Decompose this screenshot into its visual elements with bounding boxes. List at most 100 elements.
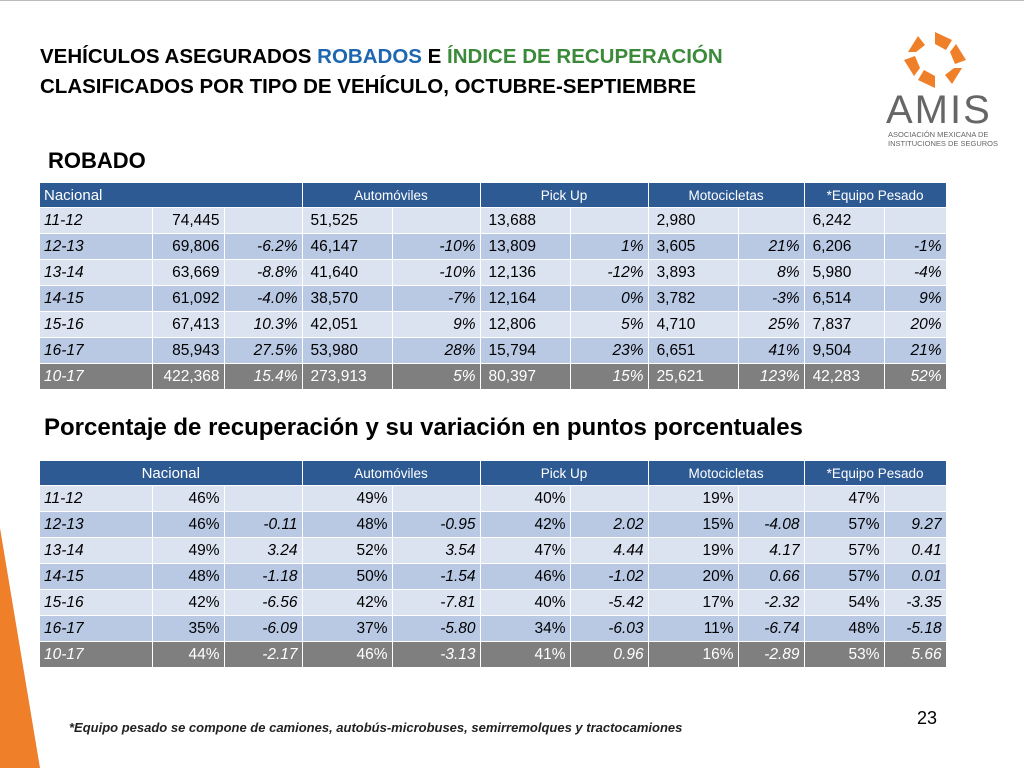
nacional-value: 46% [152, 485, 225, 512]
period-cell: 11-12 [40, 207, 153, 234]
eq-value: 6,242 [804, 207, 885, 234]
amis-logo-icon [904, 32, 966, 88]
eq-value: 47% [804, 485, 885, 512]
aut-value: 273,913 [302, 363, 393, 390]
nacional-variation: 10.3% [224, 311, 303, 338]
moto-value: 15% [648, 511, 739, 538]
moto-value: 16% [648, 641, 739, 668]
aut-variation: -10% [392, 233, 481, 260]
recuperacion-header-row: Nacional Automóviles Pick Up Motocicletas *E… [40, 461, 947, 486]
pick-value: 13,688 [480, 207, 571, 234]
pick-variation: 15% [570, 363, 649, 390]
aut-variation: -3.13 [392, 641, 481, 668]
footnote: *Equipo pesado se compone de camiones, a… [69, 720, 683, 735]
table-row: 16-17 35% -6.09 37% -5.80 34% -6.03 11% -6.74 48%… [40, 615, 947, 642]
recuperacion-header-col-2: Pick Up [480, 461, 649, 486]
title-robados: ROBADOS [317, 45, 422, 68]
table-row: 16-17 85,943 27.5% 53,980 28% 15,794 23% 6,651 4… [40, 337, 947, 364]
moto-variation: 4.17 [738, 537, 805, 564]
eq-value: 6,514 [804, 285, 885, 312]
aut-variation: -0.95 [392, 511, 481, 538]
pick-variation: 23% [570, 337, 649, 364]
nacional-value: 42% [152, 589, 225, 616]
robado-header-col-3: Motocicletas [648, 183, 805, 208]
moto-value: 25,621 [648, 363, 739, 390]
nacional-value: 44% [152, 641, 225, 668]
slide-top-border [0, 0, 1024, 1]
aut-value: 42,051 [302, 311, 393, 338]
pick-value: 47% [480, 537, 571, 564]
aut-variation: 3.54 [392, 537, 481, 564]
period-cell: 12-13 [40, 511, 153, 538]
recuperacion-table: Nacional Automóviles Pick Up Motocicletas *E… [40, 461, 947, 668]
nacional-value: 49% [152, 537, 225, 564]
table-row: 14-15 61,092 -4.0% 38,570 -7% 12,164 0% 3,782 -3… [40, 285, 947, 312]
aut-variation [392, 207, 481, 234]
nacional-variation: 27.5% [224, 337, 303, 364]
moto-value: 20% [648, 563, 739, 590]
aut-value: 49% [302, 485, 393, 512]
pick-value: 15,794 [480, 337, 571, 364]
moto-value: 4,710 [648, 311, 739, 338]
period-cell: 13-14 [40, 259, 153, 286]
moto-variation: -6.74 [738, 615, 805, 642]
pick-variation [570, 485, 649, 512]
pick-value: 80,397 [480, 363, 571, 390]
period-cell: 12-13 [40, 233, 153, 260]
eq-value: 57% [804, 537, 885, 564]
table-row: 15-16 67,413 10.3% 42,051 9% 12,806 5% 4,710 25%… [40, 311, 947, 338]
eq-variation [884, 207, 947, 234]
period-cell: 14-15 [40, 285, 153, 312]
nacional-value: 35% [152, 615, 225, 642]
nacional-value: 74,445 [152, 207, 225, 234]
aut-variation: -7.81 [392, 589, 481, 616]
nacional-variation [224, 485, 303, 512]
nacional-variation: 3.24 [224, 537, 303, 564]
aut-variation: 28% [392, 337, 481, 364]
aut-value: 53,980 [302, 337, 393, 364]
moto-value: 2,980 [648, 207, 739, 234]
aut-value: 38,570 [302, 285, 393, 312]
period-cell: 15-16 [40, 589, 153, 616]
eq-value: 42,283 [804, 363, 885, 390]
period-cell: 13-14 [40, 537, 153, 564]
moto-value: 3,893 [648, 259, 739, 286]
nacional-variation: -4.0% [224, 285, 303, 312]
eq-variation: -3.35 [884, 589, 947, 616]
recuperacion-heading: Porcentaje de recuperación y su variació… [44, 414, 803, 441]
nacional-variation: -2.17 [224, 641, 303, 668]
nacional-variation: -6.2% [224, 233, 303, 260]
aut-variation: -5.80 [392, 615, 481, 642]
robado-total-row: 10-17 422,368 15.4% 273,913 5% 80,397 15% 25,62… [40, 363, 947, 390]
pick-variation: 0.96 [570, 641, 649, 668]
moto-variation: 25% [738, 311, 805, 338]
aut-value: 37% [302, 615, 393, 642]
eq-variation: 5.66 [884, 641, 947, 668]
period-cell: 14-15 [40, 563, 153, 590]
table-row: 12-13 69,806 -6.2% 46,147 -10% 13,809 1% 3,605 2… [40, 233, 947, 260]
pick-value: 41% [480, 641, 571, 668]
moto-value: 17% [648, 589, 739, 616]
recuperacion-header-col-4: *Equipo Pesado [804, 461, 947, 486]
period-cell: 10-17 [40, 363, 153, 390]
moto-variation: -3% [738, 285, 805, 312]
eq-variation: 9% [884, 285, 947, 312]
robado-header-col-2: Pick Up [480, 183, 649, 208]
recuperacion-header-nacional: Nacional [40, 461, 303, 486]
title-indice: ÍNDICE DE RECUPERACIÓN [447, 45, 723, 68]
moto-value: 19% [648, 537, 739, 564]
eq-value: 48% [804, 615, 885, 642]
nacional-variation: -6.56 [224, 589, 303, 616]
aut-value: 48% [302, 511, 393, 538]
pick-value: 12,136 [480, 259, 571, 286]
pick-value: 12,806 [480, 311, 571, 338]
robado-table: Nacional Automóviles Pick Up Motocicletas *E… [40, 183, 947, 390]
moto-value: 3,605 [648, 233, 739, 260]
aut-value: 42% [302, 589, 393, 616]
nacional-value: 85,943 [152, 337, 225, 364]
aut-value: 50% [302, 563, 393, 590]
pick-variation: -12% [570, 259, 649, 286]
recuperacion-total-row: 10-17 44% -2.17 46% -3.13 41% 0.96 16% -2.89 53% 5… [40, 641, 947, 668]
pick-variation: 0% [570, 285, 649, 312]
pick-variation: -6.03 [570, 615, 649, 642]
